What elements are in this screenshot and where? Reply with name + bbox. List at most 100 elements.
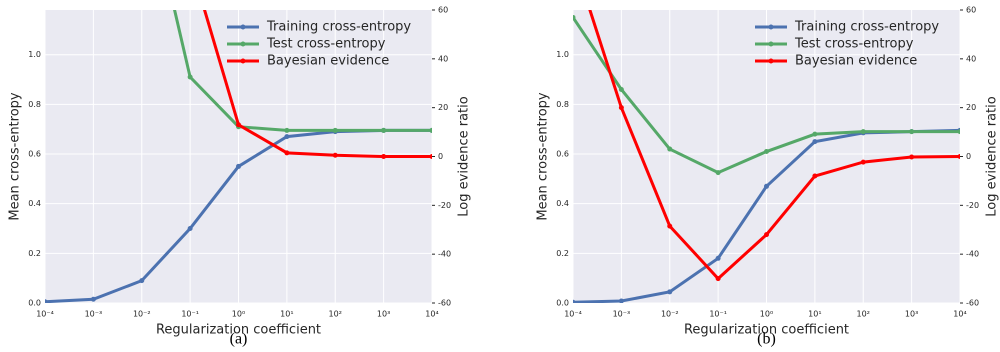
y2-tick-label: -20 — [966, 201, 979, 210]
chart: 10⁻⁴ 10⁻³ 10⁻² 10⁻¹ 10⁰ 10¹ 10² 10³ 10⁴ 0.0 0.2 0.4… — [8, 6, 472, 348]
y-tick-label: 1.0 — [28, 50, 41, 59]
x-tick-label: 10⁰ — [232, 310, 245, 319]
data-point — [957, 129, 960, 135]
y2-tick-label: -20 — [438, 201, 451, 210]
y2-tick-label: 20 — [966, 103, 976, 112]
y2-tick-label: 60 — [966, 6, 976, 15]
y-tick-label: 0.2 — [556, 249, 569, 258]
data-point — [618, 86, 624, 92]
legend-label: Test cross-entropy — [266, 37, 386, 52]
data-point — [45, 299, 48, 303]
data-point — [573, 299, 576, 303]
data-point — [715, 170, 721, 176]
x-tick-label: 10⁻⁴ — [36, 310, 54, 319]
y2-tick-label: 0 — [966, 152, 971, 161]
y-tick-label: 0.6 — [28, 150, 41, 159]
x-tick-label: 10⁴ — [425, 310, 438, 319]
series-group — [45, 10, 432, 303]
data-point — [618, 298, 624, 303]
data-point — [139, 278, 145, 284]
caption: (a) — [230, 331, 248, 348]
data-point — [812, 139, 818, 145]
y-tick-label: 0.4 — [28, 199, 41, 208]
data-point — [667, 289, 673, 295]
y-tick-label: 0.0 — [556, 299, 569, 308]
data-point — [812, 131, 818, 137]
legend-marker — [768, 41, 774, 47]
data-point — [957, 154, 960, 159]
y-tick-label: 0.6 — [556, 150, 569, 159]
data-point — [236, 122, 241, 128]
y-tick-label: 1.0 — [556, 50, 569, 59]
data-point — [284, 134, 290, 140]
x-tick-label: 10² — [329, 310, 342, 319]
x-axis-label: Regularization coefficient — [684, 323, 849, 338]
y2-axis-label: Log evidence ratio — [985, 96, 1000, 216]
data-point — [667, 223, 673, 229]
data-point — [236, 163, 241, 169]
x-tick-label: 10⁻² — [133, 310, 151, 319]
data-point — [618, 105, 624, 111]
data-point — [381, 127, 387, 133]
y2-tick-label: 20 — [438, 103, 448, 112]
y-axis-label: Mean cross-entropy — [8, 92, 23, 221]
x-tick-label: 10² — [857, 310, 870, 319]
y2-axis-label: Log evidence ratio — [457, 96, 472, 216]
data-point — [667, 146, 673, 152]
x-tick-label: 10⁻¹ — [709, 310, 727, 319]
x-tick-label: 10¹ — [808, 310, 821, 319]
data-point — [860, 129, 866, 135]
legend-label: Training cross-entropy — [266, 20, 411, 35]
data-point — [90, 296, 96, 302]
x-tick-label: 10⁻¹ — [181, 310, 199, 319]
legend-label: Test cross-entropy — [794, 37, 914, 52]
data-point — [332, 127, 338, 133]
data-point — [187, 226, 193, 232]
data-point — [764, 183, 769, 189]
y2-tick-label: -60 — [438, 299, 451, 308]
x-axis-label: Regularization coefficient — [156, 323, 321, 338]
chart: 10⁻⁴ 10⁻³ 10⁻² 10⁻¹ 10⁰ 10¹ 10² 10³ 10⁴ 0.0 0.2 0.4… — [536, 6, 1000, 348]
series-group — [573, 10, 960, 303]
data-point — [284, 127, 290, 133]
data-point — [812, 173, 818, 179]
y-tick-label: 0.0 — [28, 299, 41, 308]
data-point — [187, 74, 193, 80]
y2-tick-label: -40 — [966, 250, 979, 259]
data-point — [381, 154, 387, 159]
legend-label: Bayesian evidence — [267, 54, 389, 69]
x-tick-label: 10⁻³ — [85, 310, 103, 319]
data-point — [332, 152, 338, 158]
y-tick-label: 0.8 — [556, 100, 569, 109]
caption: (b) — [757, 331, 776, 348]
y2-tick-label: 40 — [966, 54, 976, 63]
y-axis-label: Mean cross-entropy — [536, 92, 551, 221]
legend-marker — [768, 58, 774, 64]
y2-tick-label: 40 — [438, 54, 448, 63]
legend-marker — [768, 24, 774, 30]
data-point — [764, 149, 769, 155]
legend-marker — [240, 41, 246, 47]
x-tick-label: 10⁻⁴ — [564, 310, 582, 319]
y2-tick-label: 60 — [438, 6, 448, 15]
legend-label: Training cross-entropy — [794, 20, 939, 35]
series-line — [203, 10, 432, 158]
x-tick-label: 10³ — [377, 310, 390, 319]
data-point — [573, 14, 576, 20]
x-tick-label: 10⁻² — [661, 310, 679, 319]
data-point — [429, 127, 432, 133]
y-tick-label: 0.8 — [28, 100, 41, 109]
y2-tick-label: -40 — [438, 250, 451, 259]
y2-tick-label: 0 — [438, 152, 443, 161]
x-tick-label: 10⁰ — [760, 310, 773, 319]
data-point — [715, 276, 721, 282]
x-tick-label: 10¹ — [280, 310, 293, 319]
data-point — [909, 154, 915, 160]
x-tick-label: 10⁴ — [953, 310, 966, 319]
data-point — [909, 129, 915, 135]
data-point — [429, 154, 432, 159]
y2-tick-label: -60 — [966, 299, 979, 308]
data-point — [284, 150, 290, 156]
